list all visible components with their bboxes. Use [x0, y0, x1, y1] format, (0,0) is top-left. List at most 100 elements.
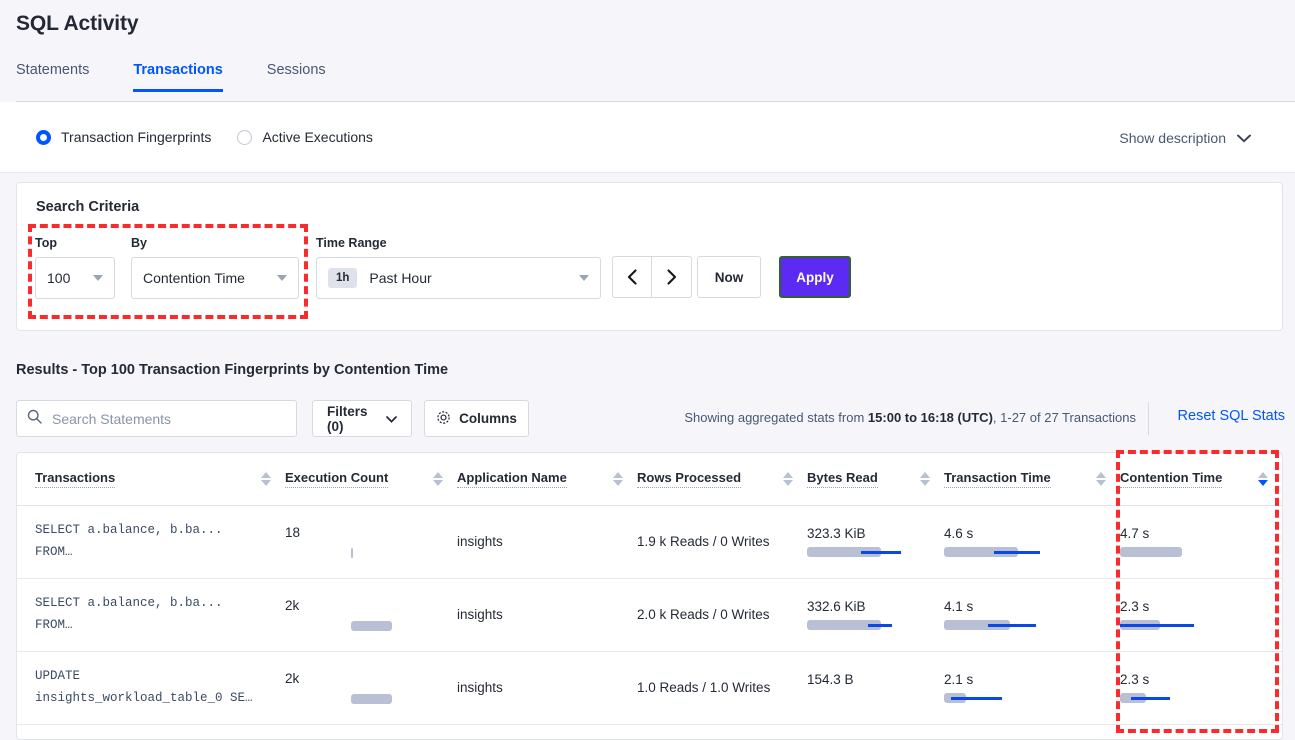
sort-toggle[interactable] [1096, 471, 1106, 486]
cell-transactions[interactable]: SELECT a.balance, b.ba... FROM… [17, 505, 285, 579]
tab-sessions[interactable]: Sessions [266, 62, 326, 78]
metric-bar-line [1130, 697, 1171, 700]
by-value: Contention Time [143, 270, 245, 286]
execution-count-value: 2k [285, 671, 300, 686]
contention-time-value: 2.3 s [1120, 672, 1150, 687]
application-name-value: insights [457, 680, 503, 695]
tab-statements[interactable]: Statements [16, 62, 90, 78]
sort-toggle[interactable] [433, 471, 443, 486]
metric-bar [351, 548, 471, 558]
cell-contention-time: 2.3 s [1120, 651, 1282, 725]
cell-bytes-read: 332.6 KiB [807, 578, 944, 652]
sort-toggle[interactable] [613, 471, 623, 486]
rows-processed-value: 2.0 k Reads / 0 Writes [637, 607, 770, 622]
filters-button[interactable]: Filters (0) [312, 400, 412, 437]
tab-transactions[interactable]: Transactions [133, 58, 244, 92]
columns-label: Columns [459, 411, 517, 426]
cell-execution-count: 2k [285, 578, 457, 652]
col-transaction-time[interactable]: Transaction Time [944, 453, 1120, 506]
metric-bar [944, 693, 1064, 703]
apply-button[interactable]: Apply [779, 256, 851, 298]
bytes-read-value: 154.3 B [807, 672, 854, 687]
col-bytes-read[interactable]: Bytes Read [807, 453, 944, 506]
col-application-name[interactable]: Application Name [457, 453, 637, 506]
showing-suffix: , 1-27 of 27 Transactions [992, 410, 1136, 425]
cell-transactions[interactable]: SELECT a.balance, b.ba... FROM… [17, 578, 285, 652]
metric-bar-line [951, 697, 1002, 700]
top-field: Top 100 [35, 236, 115, 299]
cell-transaction-time: 2.1 s [944, 651, 1120, 725]
radio-active-executions[interactable]: Active Executions [237, 129, 373, 145]
col-rows-processed[interactable]: Rows Processed [637, 453, 807, 506]
transaction-sql-link[interactable]: SELECT a.balance, b.ba... FROM… [35, 523, 223, 559]
by-select[interactable]: Contention Time [131, 257, 299, 299]
transaction-sql-link[interactable]: UPDATE insights_workload_table_0 SE… [35, 669, 253, 705]
col-label: Rows Processed [637, 470, 742, 488]
sort-toggle[interactable] [920, 471, 930, 486]
cell-contention-time: 2.3 s [1120, 578, 1282, 652]
metric-bar [1120, 693, 1240, 703]
radio-transaction-fingerprints[interactable]: Transaction Fingerprints [36, 129, 211, 145]
now-button[interactable]: Now [697, 256, 761, 298]
metric-bar-fill [807, 620, 882, 630]
transactions-table-card: Transactions Execution Count Application… [16, 452, 1283, 740]
results-title: Results - Top 100 Transaction Fingerprin… [16, 362, 449, 378]
time-range-pill: 1h [328, 268, 358, 288]
page-title: SQL Activity [16, 12, 139, 35]
table-row[interactable]: UPDATE insights_workload_table_0 SE… 2k ins… [17, 651, 1282, 725]
table-row[interactable]: SELECT a.balance, b.ba... FROM… 2k insights… [17, 578, 1282, 652]
metric-bar-fill [351, 548, 353, 558]
transaction-time-value: 4.6 s [944, 526, 974, 541]
showing-range: 15:00 to 16:18 (UTC) [867, 410, 993, 425]
radio-dot-icon [237, 129, 253, 145]
metric-bar [351, 694, 471, 704]
metric-bar-fill [944, 620, 1010, 630]
next-period-button[interactable] [652, 256, 692, 298]
search-placeholder: Search Statements [52, 410, 172, 427]
col-label: Contention Time [1120, 470, 1223, 488]
time-nav-buttons [612, 256, 692, 298]
search-statements-input[interactable]: Search Statements [16, 400, 297, 437]
transaction-time-value: 2.1 s [944, 672, 974, 687]
top-select[interactable]: 100 [35, 257, 115, 299]
transaction-sql-link[interactable]: SELECT a.balance, b.ba... FROM… [35, 596, 223, 632]
col-transactions[interactable]: Transactions [17, 453, 285, 506]
col-label: Transactions [35, 470, 116, 488]
reset-sql-stats-link[interactable]: Reset SQL Stats [1177, 408, 1285, 424]
cell-contention-time: 4.7 s [1120, 505, 1282, 579]
col-execution-count[interactable]: Execution Count [285, 453, 457, 506]
col-label: Application Name [457, 470, 567, 488]
radio-label: Active Executions [262, 129, 373, 145]
cell-execution-count: 2k [285, 651, 457, 725]
time-range-label: Time Range [316, 236, 387, 250]
col-contention-time[interactable]: Contention Time [1120, 453, 1282, 506]
show-description-toggle[interactable]: Show description [1119, 130, 1251, 146]
execution-count-value: 18 [285, 525, 301, 540]
rows-processed-value: 1.0 Reads / 1.0 Writes [637, 680, 771, 695]
radio-dot-icon [36, 129, 51, 145]
application-name-value: insights [457, 607, 503, 622]
bytes-read-value: 323.3 KiB [807, 526, 866, 541]
cell-transactions[interactable]: UPDATE insights_workload_table_0 SE… [17, 651, 285, 725]
cell-rows-processed: 1.9 k Reads / 0 Writes [637, 505, 807, 579]
cell-rows-processed: 2.0 k Reads / 0 Writes [637, 578, 807, 652]
time-range-field: Time Range 1h Past Hour [316, 236, 601, 299]
sort-toggle[interactable] [783, 471, 793, 486]
col-label: Execution Count [285, 470, 389, 488]
metric-bar-line [861, 551, 901, 554]
sort-toggle[interactable] [261, 471, 271, 486]
prev-period-button[interactable] [612, 256, 652, 298]
radio-label: Transaction Fingerprints [61, 129, 212, 145]
sort-toggle[interactable] [1258, 471, 1268, 486]
table-row[interactable]: SELECT a.balance, b.ba... FROM… 18 insights… [17, 505, 1282, 579]
cell-bytes-read: 154.3 B [807, 651, 944, 725]
cell-execution-count: 18 [285, 505, 457, 579]
cell-transaction-time: 4.6 s [944, 505, 1120, 579]
table-header-row: Transactions Execution Count Application… [17, 453, 1282, 506]
rows-processed-value: 1.9 k Reads / 0 Writes [637, 534, 770, 549]
time-range-select[interactable]: 1h Past Hour [316, 257, 601, 299]
cell-bytes-read: 323.3 KiB [807, 505, 944, 579]
columns-button[interactable]: Columns [424, 400, 529, 437]
col-label: Transaction Time [944, 470, 1051, 488]
